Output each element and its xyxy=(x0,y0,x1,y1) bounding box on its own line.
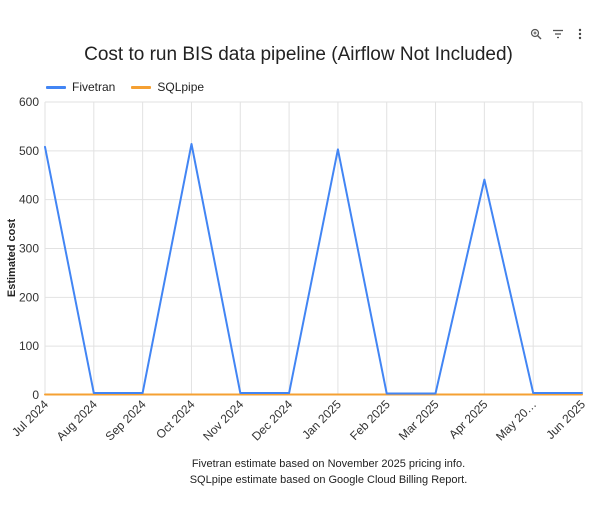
zoom-icon[interactable] xyxy=(527,25,545,43)
y-tick-label: 300 xyxy=(19,242,39,256)
legend-item-sqlpipe[interactable]: SQLpipe xyxy=(131,80,204,94)
y-tick-label: 100 xyxy=(19,339,39,353)
legend-swatch-fivetran xyxy=(46,85,66,89)
more-options-icon[interactable] xyxy=(571,25,589,43)
x-tick-label: Oct 2024 xyxy=(153,397,198,442)
y-tick-label: 600 xyxy=(19,95,39,109)
footnote-sqlpipe: SQLpipe estimate based on Google Cloud B… xyxy=(189,474,468,486)
chart-title: Cost to run BIS data pipeline (Airflow N… xyxy=(84,44,513,65)
x-tick-label: Nov 2024 xyxy=(200,397,246,443)
legend-label-fivetran: Fivetran xyxy=(72,80,116,94)
chart-toolbar xyxy=(527,25,589,43)
legend-swatch-sqlpipe xyxy=(131,85,152,89)
filter-icon[interactable] xyxy=(549,25,567,43)
y-tick-label: 200 xyxy=(19,290,39,304)
legend: Fivetran SQLpipe xyxy=(46,80,204,94)
x-tick-label: Aug 2024 xyxy=(54,397,100,443)
y-tick-label: 0 xyxy=(32,388,39,402)
y-tick-label: 400 xyxy=(19,193,39,207)
x-tick-label: Jun 2025 xyxy=(543,397,588,442)
x-tick-label: Feb 2025 xyxy=(347,397,393,443)
footnote-fivetran: Fivetran estimate based on November 2025… xyxy=(191,458,466,470)
legend-item-fivetran[interactable]: Fivetran xyxy=(46,80,115,94)
y-tick-label: 500 xyxy=(19,144,39,158)
x-tick-label: Jul 2024 xyxy=(9,397,51,439)
legend-label-sqlpipe: SQLpipe xyxy=(157,80,205,94)
x-tick-label: Jan 2025 xyxy=(299,397,344,442)
series-line-fivetran xyxy=(44,143,583,395)
x-tick-label: May 20… xyxy=(493,397,539,443)
x-tick-label: Apr 2025 xyxy=(446,397,491,442)
x-tick-label: Sep 2024 xyxy=(103,397,149,443)
x-tick-label: Dec 2024 xyxy=(249,397,295,443)
x-tick-label: Mar 2025 xyxy=(396,397,442,443)
